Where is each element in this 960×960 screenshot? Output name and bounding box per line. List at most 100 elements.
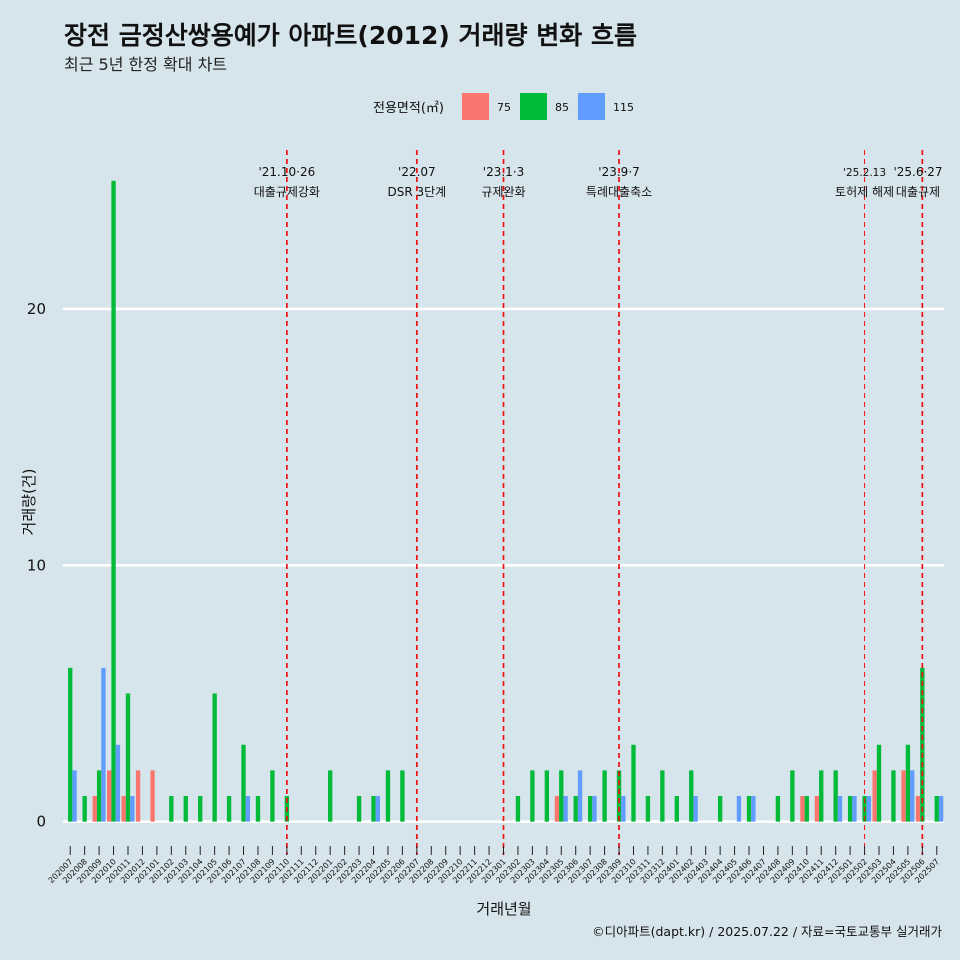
- bar-85-202408: [775, 796, 781, 822]
- bar-75-202305: [554, 796, 560, 822]
- bar-85-202507: [934, 796, 939, 822]
- event-label-202502: 토허제 해제: [835, 185, 894, 199]
- y-axis: 0 10 20: [27, 300, 46, 831]
- chart-caption: ©디아파트(dapt.kr) / 2025.07.22 / 자료=국토교통부 실…: [592, 924, 942, 939]
- bar-85-202108: [255, 796, 261, 822]
- bar-115-202307: [592, 796, 597, 822]
- event-date-202506: '25.6·27: [893, 165, 942, 179]
- bar-115-202405: [736, 796, 742, 822]
- y-tick-label: 10: [27, 556, 46, 574]
- bar-115-202406: [751, 796, 756, 822]
- bar-85-202204: [371, 796, 376, 822]
- bar-75-202503: [872, 770, 877, 822]
- legend-label-75: 75: [497, 101, 511, 114]
- bar-85-202009: [96, 770, 102, 822]
- bar-85-202309: [616, 770, 622, 822]
- y-tick-label: 0: [36, 813, 46, 831]
- bar-85-202109: [270, 770, 275, 822]
- bars: [68, 180, 944, 822]
- bar-85-202201: [328, 770, 333, 822]
- event-date-202309: '23.9·7: [598, 165, 639, 179]
- bar-85-202008: [82, 796, 87, 822]
- bar-75-202010: [107, 770, 112, 822]
- event-date-202110: '21.10·26: [258, 165, 315, 179]
- bar-85-202402: [689, 770, 694, 822]
- chart-title: 장전 금정산쌍용예가 아파트(2012) 거래량 변화 흐름: [64, 21, 637, 50]
- bar-115-202402: [693, 796, 698, 822]
- bar-115-202502: [866, 796, 872, 822]
- bar-85-202308: [602, 770, 607, 822]
- event-markers: '21.10·26 대출규제강화 '22.07 DSR 3단계 '23.1·3 규제완화 '…: [254, 150, 943, 855]
- bar-115-202306: [577, 770, 583, 822]
- event-label-202110: 대출규제강화: [254, 185, 320, 199]
- bar-85-202107: [241, 744, 246, 822]
- bar-85-202303: [530, 770, 535, 822]
- bar-115-202009: [101, 667, 106, 822]
- bar-85-202104: [198, 796, 203, 822]
- bar-85-202105: [212, 693, 217, 822]
- bar-85-202406: [746, 796, 752, 822]
- event-date-202502: '25.2.13: [843, 167, 886, 179]
- y-axis-title: 거래량(건): [20, 469, 38, 536]
- bar-85-202410: [804, 796, 809, 822]
- event-label-202309: 특례대출축소: [586, 185, 652, 199]
- bar-75-202410: [800, 796, 805, 822]
- event-label-202301: 규제완화: [481, 185, 525, 199]
- bar-115-202107: [245, 796, 251, 822]
- bar-75-202506: [915, 796, 921, 822]
- event-label-202207: DSR 3단계: [387, 185, 446, 199]
- x-axis-title: 거래년월: [476, 900, 531, 918]
- bar-75-202505: [901, 770, 906, 822]
- bar-85-202010: [111, 180, 116, 822]
- event-label-202506: 대출규제: [896, 185, 940, 199]
- bar-85-202305: [559, 770, 564, 822]
- bar-85-202307: [587, 796, 593, 822]
- legend-label-85: 85: [555, 101, 569, 114]
- bar-115-202505: [910, 770, 915, 822]
- bar-75-202101: [150, 770, 155, 822]
- legend-key-85: [520, 93, 547, 120]
- event-date-202301: '23.1·3: [483, 165, 524, 179]
- bar-85-202504: [891, 770, 896, 822]
- bar-115-202011: [130, 796, 135, 822]
- legend-label-115: 115: [613, 101, 634, 114]
- bar-85-202501: [847, 796, 853, 822]
- bar-115-202412: [837, 796, 843, 822]
- event-date-202207: '22.07: [398, 165, 436, 179]
- bar-85-202203: [356, 796, 362, 822]
- bar-85-202412: [833, 770, 838, 822]
- bar-115-202007: [72, 770, 77, 822]
- bar-115-202507: [938, 796, 944, 822]
- bar-85-202205: [385, 770, 391, 822]
- bar-85-202011: [125, 693, 131, 822]
- legend: 전용면적(㎡) 75 85 115: [373, 93, 634, 120]
- bar-75-202009: [92, 796, 97, 822]
- bar-85-202306: [573, 796, 578, 822]
- bar-115-202309: [621, 796, 626, 822]
- bar-85-202106: [226, 796, 232, 822]
- legend-key-115: [578, 93, 605, 120]
- legend-title: 전용면적(㎡): [373, 101, 444, 116]
- bar-115-202501: [852, 796, 857, 822]
- bar-85-202302: [515, 796, 521, 822]
- bar-85-202409: [790, 770, 795, 822]
- bar-85-202312: [660, 770, 665, 822]
- x-axis: 2020072020082020092020102020112020122021…: [47, 846, 941, 885]
- bar-85-202310: [631, 744, 636, 822]
- bar-75-202411: [814, 796, 820, 822]
- bar-115-202305: [563, 796, 568, 822]
- chart-subtitle: 최근 5년 한정 확대 차트: [64, 55, 227, 74]
- bar-85-202304: [544, 770, 549, 822]
- bar-75-202011: [121, 796, 126, 822]
- bar-115-202204: [375, 796, 381, 822]
- bar-85-202404: [717, 796, 723, 822]
- bar-85-202505: [905, 744, 911, 822]
- bar-75-202012: [135, 770, 141, 822]
- y-tick-label: 20: [27, 300, 46, 318]
- bar-85-202411: [819, 770, 824, 822]
- legend-key-75: [462, 93, 489, 120]
- bar-85-202007: [68, 667, 73, 822]
- bar-85-202102: [169, 796, 174, 822]
